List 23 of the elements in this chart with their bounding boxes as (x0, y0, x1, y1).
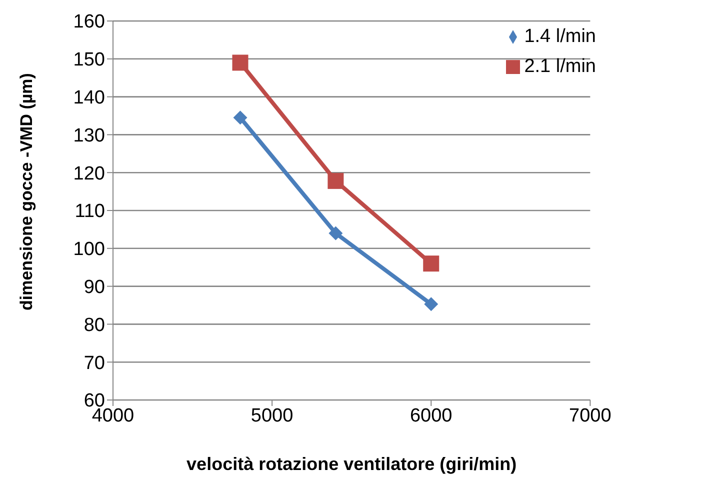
y-tick-label: 100 (73, 239, 105, 260)
point (232, 54, 248, 71)
y-tick-label: 110 (74, 201, 105, 222)
y-tick-label: 130 (73, 125, 105, 146)
legend-label: 1.4 l/min (524, 26, 596, 47)
x-tick-label: 7000 (569, 405, 612, 426)
legend-label: 2.1 l/min (524, 56, 596, 77)
x-tick-label: 5000 (250, 405, 294, 426)
x-tick-label: 6000 (410, 405, 452, 426)
y-tick-label: 120 (73, 163, 105, 184)
y-tick-label: 150 (73, 50, 105, 71)
y-tick-label: 140 (73, 88, 105, 109)
y-tick-label: 160 (73, 12, 105, 33)
x-axis-title: velocità rotazione ventilatore (giri/min) (186, 454, 517, 474)
y-tick-label: 70 (84, 352, 105, 374)
y-tick-label: 90 (84, 277, 105, 298)
point (328, 226, 343, 240)
y-tick-label: 80 (84, 314, 105, 336)
point (424, 297, 438, 312)
point (423, 256, 440, 272)
point (233, 110, 248, 125)
point (328, 172, 344, 189)
y-axis-title: dimensione gocce -VMD (µm) (17, 73, 36, 310)
